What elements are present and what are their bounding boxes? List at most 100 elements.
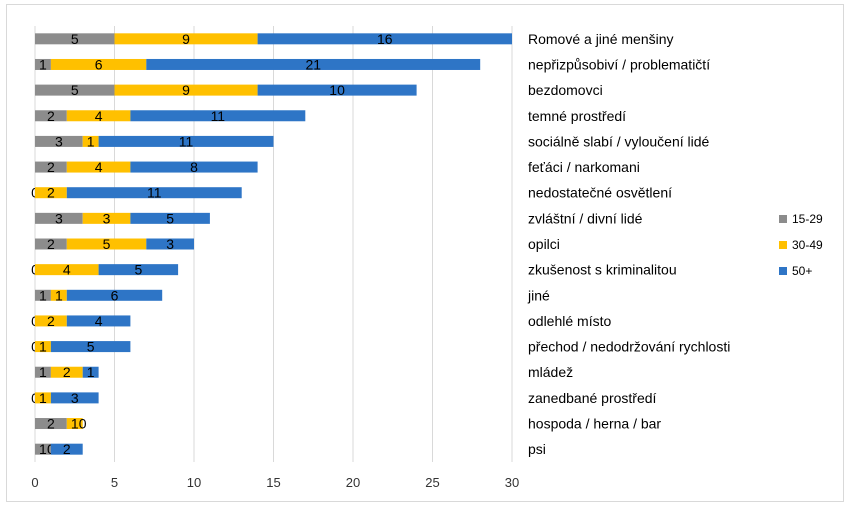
data-label-16-15-29: 2 bbox=[47, 416, 55, 432]
category-label-6: feťáci / narkomani bbox=[528, 159, 640, 175]
data-label-5-15-29: 3 bbox=[55, 133, 63, 149]
data-label-2-50+: 21 bbox=[305, 56, 321, 72]
chart-frame bbox=[6, 4, 844, 502]
legend-swatch-50+ bbox=[779, 267, 787, 275]
bar-11-50+ bbox=[66, 289, 163, 301]
category-label-13: přechod / nedodržování rychlosti bbox=[528, 339, 730, 355]
bar-14-30-49 bbox=[50, 366, 83, 378]
data-label-13-50+: 5 bbox=[87, 339, 95, 355]
category-label-10: zkušenost s kriminalitou bbox=[528, 262, 677, 278]
data-label-12-30-49: 2 bbox=[47, 313, 55, 329]
bar-4-15-29 bbox=[35, 110, 67, 122]
data-label-4-15-29: 2 bbox=[47, 108, 55, 124]
data-label-3-50+: 10 bbox=[329, 82, 345, 98]
data-label-14-15-29: 1 bbox=[39, 364, 47, 380]
data-label-3-15-29: 5 bbox=[71, 82, 79, 98]
category-label-16: hospoda / herna / bar bbox=[528, 416, 661, 432]
bar-16-15-29 bbox=[35, 418, 67, 430]
bar-9-15-29 bbox=[35, 238, 67, 250]
bar-6-30-49 bbox=[66, 161, 131, 173]
data-label-17-50+: 2 bbox=[63, 441, 71, 457]
data-label-13-30-49: 1 bbox=[39, 339, 47, 355]
bar-8-15-29 bbox=[35, 212, 83, 224]
bar-1-30-49 bbox=[114, 33, 258, 45]
category-label-4: temné prostředí bbox=[528, 108, 626, 124]
data-label-4-50+: 11 bbox=[211, 108, 226, 124]
legend-label-30-49: 30-49 bbox=[792, 238, 823, 252]
data-label-2-30-49: 6 bbox=[95, 56, 103, 72]
data-label-3-30-49: 9 bbox=[182, 82, 190, 98]
bar-2-50+ bbox=[146, 58, 481, 70]
bar-13-50+ bbox=[50, 341, 131, 353]
x-tick-label-4: 20 bbox=[346, 475, 360, 490]
bar-14-15-29 bbox=[35, 366, 51, 378]
category-label-3: bezdomovci bbox=[528, 82, 603, 98]
category-label-14: mládež bbox=[528, 364, 573, 380]
category-label-9: opilci bbox=[528, 236, 560, 252]
data-label-8-50+: 5 bbox=[166, 210, 174, 226]
bar-17-15-29 bbox=[35, 443, 51, 455]
data-label-9-30-49: 5 bbox=[103, 236, 111, 252]
x-tick-label-2: 10 bbox=[187, 475, 201, 490]
data-label-12-50+: 4 bbox=[95, 313, 103, 329]
bar-12-30-49 bbox=[35, 315, 67, 327]
data-label-6-15-29: 2 bbox=[47, 159, 55, 175]
bar-2-30-49 bbox=[50, 58, 147, 70]
x-tick-label-1: 5 bbox=[111, 475, 118, 490]
data-label-17-15-29: 1 bbox=[39, 441, 47, 457]
bar-12-50+ bbox=[66, 315, 131, 327]
data-label-7-50+: 11 bbox=[147, 185, 162, 201]
category-label-1: Romové a jiné menšiny bbox=[528, 31, 674, 47]
bar-8-30-49 bbox=[82, 212, 131, 224]
legend-label-50+: 50+ bbox=[792, 264, 812, 278]
data-label-5-50+: 11 bbox=[179, 133, 194, 149]
data-label-1-15-29: 5 bbox=[71, 31, 79, 47]
bar-6-50+ bbox=[130, 161, 258, 173]
data-label-15-30-49: 1 bbox=[39, 390, 47, 406]
bar-1-50+ bbox=[257, 33, 512, 45]
data-label-10-30-49: 4 bbox=[63, 262, 71, 278]
bar-5-15-29 bbox=[35, 135, 83, 147]
data-label-1-30-49: 9 bbox=[182, 31, 190, 47]
data-label-2-15-29: 1 bbox=[39, 56, 47, 72]
bar-1-15-29 bbox=[35, 33, 115, 45]
data-label-8-15-29: 3 bbox=[55, 210, 63, 226]
data-label-11-30-49: 1 bbox=[55, 287, 63, 303]
data-label-8-30-49: 3 bbox=[103, 210, 111, 226]
bar-5-30-49 bbox=[82, 135, 99, 147]
x-tick-label-3: 15 bbox=[266, 475, 280, 490]
legend-swatch-30-49 bbox=[779, 241, 787, 249]
category-label-8: zvláštní / divní lidé bbox=[528, 210, 643, 226]
bar-4-50+ bbox=[130, 110, 306, 122]
bar-2-15-29 bbox=[35, 58, 51, 70]
data-label-6-50+: 8 bbox=[190, 159, 198, 175]
bar-17-50+ bbox=[50, 443, 83, 455]
bar-9-30-49 bbox=[66, 238, 147, 250]
data-label-9-15-29: 2 bbox=[47, 236, 55, 252]
bar-14-50+ bbox=[82, 366, 99, 378]
bar-3-50+ bbox=[257, 84, 417, 96]
category-label-17: psi bbox=[528, 441, 546, 457]
bar-13-30-49 bbox=[35, 341, 51, 353]
legend-label-15-29: 15-29 bbox=[792, 212, 823, 226]
data-label-9-50+: 3 bbox=[166, 236, 174, 252]
data-label-7-30-49: 2 bbox=[47, 185, 55, 201]
bar-9-50+ bbox=[146, 238, 194, 250]
data-label-10-50+: 5 bbox=[134, 262, 142, 278]
data-label-16-30-49: 1 bbox=[71, 416, 79, 432]
data-label-14-50+: 1 bbox=[87, 364, 95, 380]
category-label-2: nepřizpůsobiví / problematičtí bbox=[528, 56, 710, 72]
bar-7-50+ bbox=[66, 187, 242, 199]
bar-15-30-49 bbox=[35, 392, 51, 404]
bar-3-30-49 bbox=[114, 84, 258, 96]
data-label-5-30-49: 1 bbox=[87, 133, 95, 149]
category-label-11: jiné bbox=[527, 287, 550, 303]
x-tick-label-6: 30 bbox=[505, 475, 519, 490]
bar-4-30-49 bbox=[66, 110, 131, 122]
bar-5-50+ bbox=[98, 135, 274, 147]
category-label-15: zanedbané prostředí bbox=[528, 390, 657, 406]
bar-6-15-29 bbox=[35, 161, 67, 173]
bar-11-15-29 bbox=[35, 289, 51, 301]
legend-swatch-15-29 bbox=[779, 215, 787, 223]
x-tick-label-0: 0 bbox=[31, 475, 38, 490]
